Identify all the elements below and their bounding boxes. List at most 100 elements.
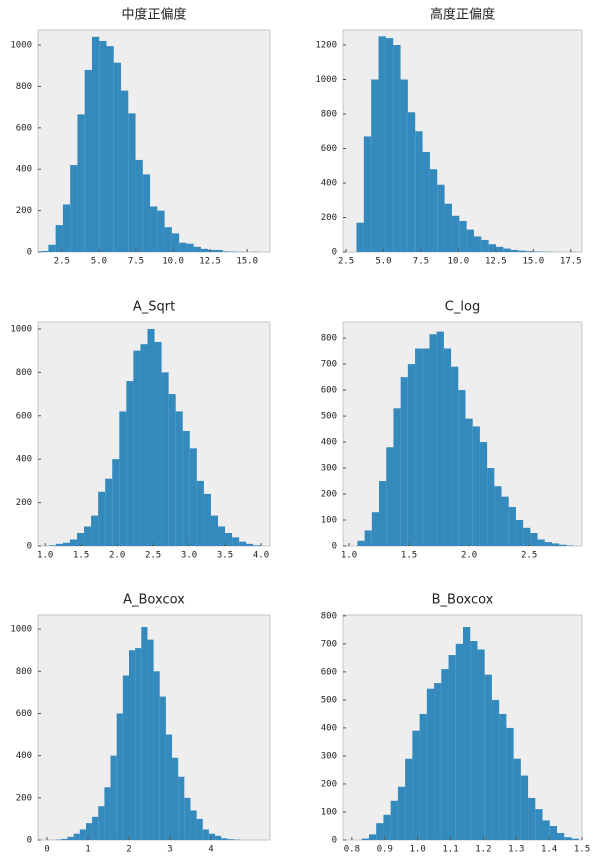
- bar: [520, 775, 529, 840]
- bar: [84, 69, 92, 253]
- x-tick-label: 2.5: [145, 551, 161, 561]
- bar: [79, 829, 86, 840]
- chart-title: 中度正偏度: [121, 7, 186, 23]
- bar: [76, 532, 85, 546]
- bar: [466, 229, 474, 252]
- y-tick-label: 0: [27, 836, 32, 846]
- bar: [159, 696, 166, 840]
- chart-title: A_Boxcox: [123, 593, 185, 608]
- y-tick-label: 400: [16, 751, 32, 761]
- bar: [165, 734, 173, 840]
- bar: [368, 834, 377, 840]
- y-tick-label: 200: [321, 213, 337, 223]
- bar: [559, 544, 567, 546]
- bar: [98, 806, 105, 840]
- bar: [407, 112, 416, 252]
- bar: [122, 675, 129, 840]
- y-tick-label: 300: [321, 751, 337, 761]
- bar: [525, 251, 533, 252]
- bar: [112, 459, 120, 546]
- bar: [168, 394, 176, 546]
- bar: [175, 411, 183, 546]
- bar: [434, 683, 442, 840]
- bar: [415, 131, 423, 252]
- bar: [208, 833, 216, 840]
- y-tick-label: 0: [27, 248, 32, 258]
- bar: [135, 159, 143, 252]
- bar: [451, 215, 460, 252]
- bar: [535, 809, 543, 840]
- bar: [91, 36, 100, 252]
- bar: [470, 641, 478, 840]
- x-tick-label: 0.8: [344, 845, 360, 855]
- bar: [41, 250, 49, 252]
- y-tick-label: 200: [16, 498, 32, 508]
- bar: [407, 364, 416, 546]
- y-tick-label: 600: [16, 411, 32, 421]
- bar: [85, 823, 93, 840]
- x-tick-label: 1.0: [37, 551, 53, 561]
- bar: [128, 113, 136, 253]
- bar: [61, 838, 68, 840]
- y-tick-label: 400: [16, 165, 32, 175]
- y-tick-label: 100: [321, 516, 337, 526]
- y-tick-label: 1000: [10, 324, 32, 334]
- bar: [121, 90, 129, 252]
- bar: [542, 820, 550, 840]
- bar: [210, 515, 218, 546]
- bar: [157, 210, 165, 252]
- x-tick-label: 5.0: [375, 257, 391, 267]
- bar: [116, 713, 123, 840]
- bar: [400, 377, 408, 546]
- bar: [364, 530, 372, 546]
- x-tick-label: 3.0: [181, 551, 197, 561]
- bar: [383, 814, 391, 840]
- chart-title: B_Boxcox: [432, 593, 494, 608]
- bar: [104, 787, 111, 840]
- bar: [203, 493, 211, 546]
- x-tick-label: 12.5: [199, 257, 221, 267]
- bar: [135, 648, 142, 840]
- bar: [164, 227, 172, 252]
- y-tick-label: 500: [321, 695, 337, 705]
- bar: [215, 835, 222, 840]
- bar: [510, 249, 519, 252]
- x-tick-label: 4: [208, 845, 213, 855]
- y-tick-label: 1000: [315, 75, 337, 85]
- bar: [419, 713, 427, 840]
- bar: [182, 430, 190, 546]
- bar: [147, 328, 155, 546]
- bar: [172, 757, 179, 840]
- bar: [481, 239, 489, 252]
- bar: [73, 833, 80, 840]
- bar: [190, 810, 197, 840]
- bar: [515, 520, 524, 546]
- bar: [488, 244, 496, 252]
- bar: [67, 836, 74, 840]
- bar: [179, 242, 187, 252]
- bar: [405, 758, 413, 840]
- bar: [98, 491, 106, 546]
- bar: [422, 151, 430, 252]
- bar: [48, 244, 56, 252]
- bar: [55, 543, 63, 546]
- bar: [451, 366, 459, 546]
- y-tick-label: 800: [321, 110, 337, 120]
- bar: [378, 36, 386, 252]
- bar: [217, 526, 226, 546]
- x-tick-label: 1.5: [73, 551, 89, 561]
- y-tick-label: 0: [332, 836, 337, 846]
- y-tick-label: 1000: [10, 41, 32, 51]
- bar: [62, 542, 70, 546]
- bar: [376, 823, 384, 840]
- bar: [119, 411, 127, 546]
- x-tick-label: 7.5: [413, 257, 429, 267]
- bar: [202, 829, 209, 840]
- bar: [491, 699, 500, 840]
- x-tick-label: 2.5: [54, 257, 70, 267]
- y-tick-label: 0: [27, 542, 32, 552]
- x-tick-label: 10.0: [448, 257, 470, 267]
- x-tick-label: 1.1: [442, 845, 458, 855]
- x-tick-label: 3.5: [217, 551, 233, 561]
- bar: [110, 755, 117, 840]
